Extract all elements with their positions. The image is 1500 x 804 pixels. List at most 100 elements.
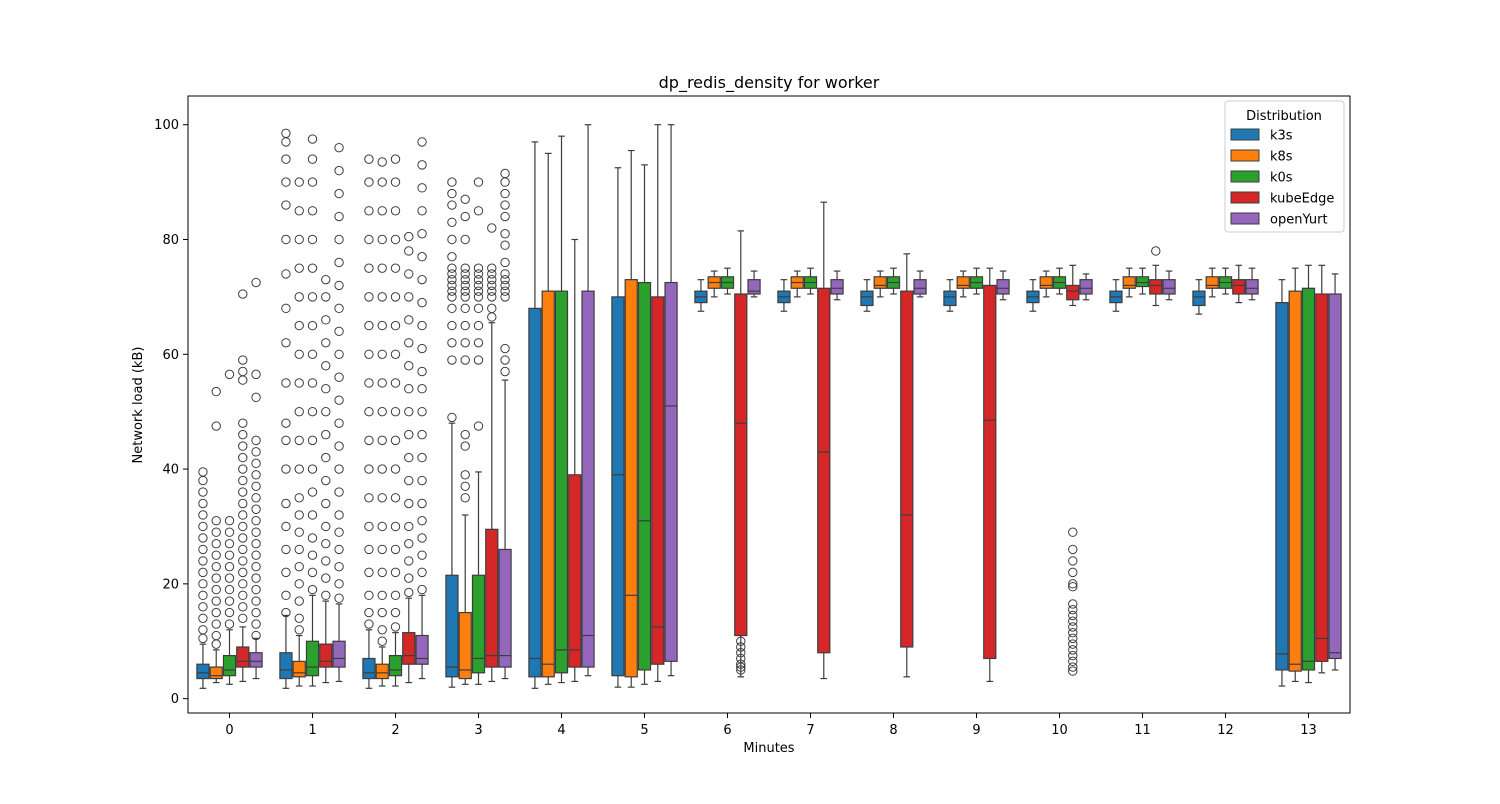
box-k8s-12 [1205, 267, 1219, 298]
outlier-point [500, 269, 510, 279]
outlier-point [364, 320, 374, 331]
outlier-point [500, 286, 510, 296]
outlier-point [251, 277, 261, 288]
outlier-point [1068, 622, 1078, 632]
outlier-point [334, 441, 344, 451]
outlier-point [281, 590, 291, 601]
iqr-box [1205, 276, 1219, 289]
iqr-box [388, 655, 403, 677]
box-kubeEdge-5 [651, 124, 665, 683]
outlier-point [736, 653, 746, 664]
outlier-point [500, 274, 510, 285]
outlier-point [404, 406, 414, 417]
outlier-point [238, 498, 248, 509]
outlier-point [473, 355, 484, 365]
box-k3s-4 [528, 141, 542, 689]
outlier-point [404, 429, 414, 440]
box-k0s-4 [554, 135, 569, 684]
outlier-point [736, 665, 746, 675]
box-k0s-7 [803, 267, 818, 295]
iqr-box [1328, 293, 1342, 660]
outlier-point [281, 137, 291, 147]
iqr-box [900, 290, 914, 648]
outlier-point [238, 602, 248, 612]
outlier-point [487, 274, 497, 285]
outlier-point [417, 406, 427, 417]
outlier-point [198, 613, 208, 623]
outlier-point [321, 498, 331, 509]
outlier-point [460, 320, 470, 331]
series-k0s [222, 134, 1316, 687]
outlier-point [1068, 527, 1078, 537]
outlier-point [281, 154, 291, 164]
outlier-point [500, 200, 510, 210]
box-k8s-13 [1288, 267, 1302, 683]
outlier-point [447, 252, 457, 262]
plot-frame [187, 95, 1351, 714]
iqr-box [664, 281, 678, 662]
outlier-point [211, 550, 221, 560]
outlier-point [198, 467, 208, 477]
outlier-point [1068, 582, 1078, 592]
outlier-point [404, 361, 414, 371]
outlier-point [417, 498, 427, 509]
iqr-box [362, 657, 376, 680]
outlier-point [364, 567, 374, 578]
iqr-box [1162, 279, 1176, 295]
outlier-point [487, 223, 497, 233]
outlier-point [211, 561, 221, 572]
legend: Distribution k3s k8s k0s kubeEdge openYurt [1224, 100, 1345, 233]
outlier-point [321, 573, 331, 583]
outlier-point [211, 596, 221, 606]
y-tick-label: 0 [171, 692, 179, 707]
outlier-point [334, 593, 344, 603]
outlier-point [307, 177, 318, 187]
box-k0s-6 [720, 267, 735, 295]
outlier-point [334, 561, 344, 572]
outlier-point [447, 217, 457, 227]
outlier-point [307, 349, 318, 359]
iqr-box [236, 646, 250, 668]
outlier-point [460, 274, 470, 285]
outlier-point [251, 573, 261, 583]
iqr-box [1039, 276, 1053, 289]
outlier-point [364, 590, 374, 601]
box-k8s-10 [1039, 270, 1053, 298]
outlier-point [238, 521, 248, 532]
iqr-box [196, 663, 210, 680]
outlier-point [1068, 610, 1078, 621]
iqr-box [1079, 279, 1093, 295]
box-k0s-5 [637, 164, 652, 685]
outlier-point [377, 177, 387, 187]
outlier-point [334, 142, 344, 153]
outlier-point [321, 452, 331, 463]
outlier-point [390, 544, 401, 555]
outlier-point [238, 579, 248, 589]
outlier-point [1068, 567, 1078, 578]
outlier-point [334, 510, 344, 520]
iqr-box [1122, 276, 1136, 289]
outlier-point [198, 544, 208, 555]
outlier-point [198, 567, 208, 578]
outlier-point [294, 510, 304, 520]
outlier-point [1068, 650, 1078, 661]
iqr-box [445, 574, 459, 678]
outlier-point [211, 527, 221, 537]
outlier-point [1068, 579, 1078, 589]
iqr-box [498, 548, 512, 668]
outlier-point [404, 556, 414, 566]
box-k8s-6 [707, 270, 721, 298]
outlier-point [334, 527, 344, 537]
outlier-point [238, 441, 248, 451]
outlier-point [473, 338, 484, 348]
iqr-box [1135, 276, 1150, 288]
outlier-point [224, 538, 235, 549]
legend-swatch-k8s [1230, 149, 1260, 162]
outlier-point [417, 533, 427, 543]
outlier-point [460, 441, 470, 451]
outlier-point [198, 521, 208, 532]
outlier-point [251, 584, 261, 595]
outlier-point [404, 246, 414, 256]
outlier-point [238, 418, 248, 428]
outlier-point [447, 303, 457, 314]
